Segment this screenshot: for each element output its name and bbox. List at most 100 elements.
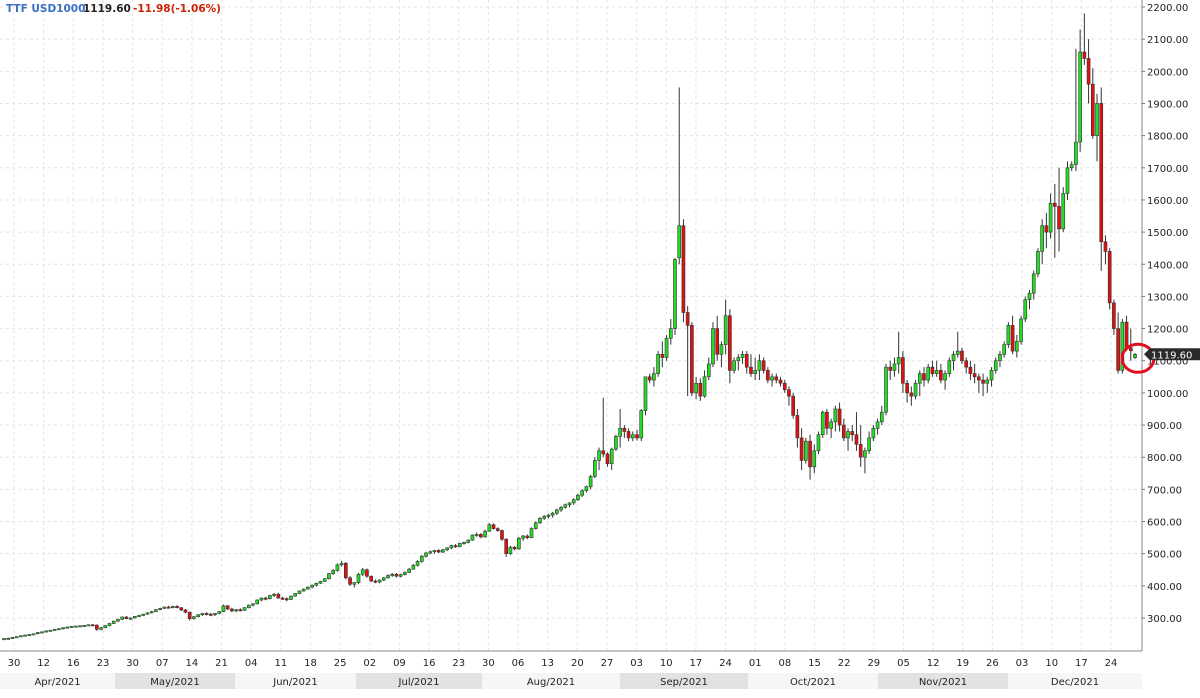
candle-body <box>808 440 812 468</box>
candle-body <box>614 436 618 450</box>
candle-body <box>584 486 589 491</box>
candle-body <box>525 535 530 538</box>
price-tag-text: 1119.60 <box>1151 350 1192 361</box>
candle <box>255 599 260 605</box>
candle <box>441 548 445 554</box>
candle <box>597 447 601 471</box>
candle <box>1107 248 1112 310</box>
candle-body <box>318 581 323 584</box>
candle <box>917 370 922 397</box>
candle <box>1133 353 1137 360</box>
x-tick-label: 20 <box>571 658 584 669</box>
candle <box>690 322 694 397</box>
candle <box>187 611 192 621</box>
candle <box>913 380 918 400</box>
candle <box>1044 212 1049 249</box>
candle-body <box>225 605 230 610</box>
candle <box>111 620 116 625</box>
candle-body <box>555 509 559 514</box>
candle-body <box>196 614 200 618</box>
candle-body <box>1095 103 1099 136</box>
candle-body <box>297 590 302 594</box>
candle-body <box>373 580 378 583</box>
candle <box>314 582 319 587</box>
candle-body <box>284 598 289 601</box>
x-tick-label: 11 <box>274 658 287 669</box>
candle <box>238 608 243 612</box>
candle <box>1103 235 1108 265</box>
month-label: May/2021 <box>150 677 200 688</box>
candle <box>901 351 905 393</box>
candle-body <box>230 608 234 612</box>
candle <box>812 444 817 474</box>
candle-body <box>1048 202 1053 233</box>
candle-body <box>706 363 711 378</box>
candle <box>892 357 897 377</box>
candle <box>365 568 369 578</box>
candle <box>808 434 812 480</box>
candle <box>601 397 606 458</box>
x-tick-label: 16 <box>67 658 80 669</box>
candle-body <box>289 595 293 600</box>
candle-body <box>1065 167 1070 194</box>
candle-body <box>656 354 660 374</box>
candle-body <box>133 616 137 619</box>
candle-body <box>998 354 1002 362</box>
candle <box>48 629 53 632</box>
candle-body <box>65 626 70 629</box>
candle <box>470 534 475 541</box>
candle-body <box>217 611 222 614</box>
x-tick-label: 13 <box>541 658 554 669</box>
candle-body <box>799 437 804 461</box>
candle-body <box>643 376 648 411</box>
candle <box>656 351 660 377</box>
candle-body <box>90 624 95 627</box>
time-axis[interactable]: 30 12 16 23 30 07 14 21 04 11 18 25 02 09 16 23 30 06 13 20… <box>0 650 1142 688</box>
candle <box>715 315 720 361</box>
candle-body <box>846 431 850 439</box>
candle-body <box>757 360 762 371</box>
candle-body <box>1010 325 1015 352</box>
x-tick-label: 10 <box>660 658 673 669</box>
candle <box>888 360 893 381</box>
candle <box>770 373 774 387</box>
candle <box>1086 39 1091 104</box>
candle <box>795 408 800 448</box>
candle <box>141 613 146 617</box>
candle-body <box>694 382 698 394</box>
candle <box>749 354 753 377</box>
candle-body <box>183 609 188 613</box>
candle <box>981 373 985 397</box>
candle <box>301 588 306 592</box>
candle <box>158 607 162 611</box>
candle <box>327 572 331 580</box>
candle-body <box>14 636 19 639</box>
candle-body <box>453 545 458 548</box>
candle-body <box>905 382 909 394</box>
candle <box>736 354 741 371</box>
candle-body <box>175 606 179 609</box>
candle <box>289 595 293 600</box>
candle <box>964 357 969 374</box>
candle-body <box>639 410 644 439</box>
candle-body <box>348 577 352 585</box>
candle <box>668 318 673 345</box>
candle <box>968 360 973 381</box>
candle-body <box>567 502 572 506</box>
candle-body <box>462 542 466 544</box>
candle-body <box>939 370 943 381</box>
candle-body <box>419 555 424 562</box>
candle-body <box>580 490 584 496</box>
candle <box>1074 48 1078 172</box>
candle <box>593 457 597 479</box>
candle <box>744 351 749 374</box>
candle-body <box>1103 241 1108 252</box>
price-axis[interactable]: 2200.00 2100.00 2000.00 1900.00 1800.00 1700.… <box>1141 0 1188 651</box>
x-tick-label: 29 <box>867 658 880 669</box>
candle <box>846 428 850 451</box>
candle-body <box>1019 318 1023 342</box>
x-tick-label: 27 <box>601 658 614 669</box>
x-tick-label: 14 <box>186 658 199 669</box>
